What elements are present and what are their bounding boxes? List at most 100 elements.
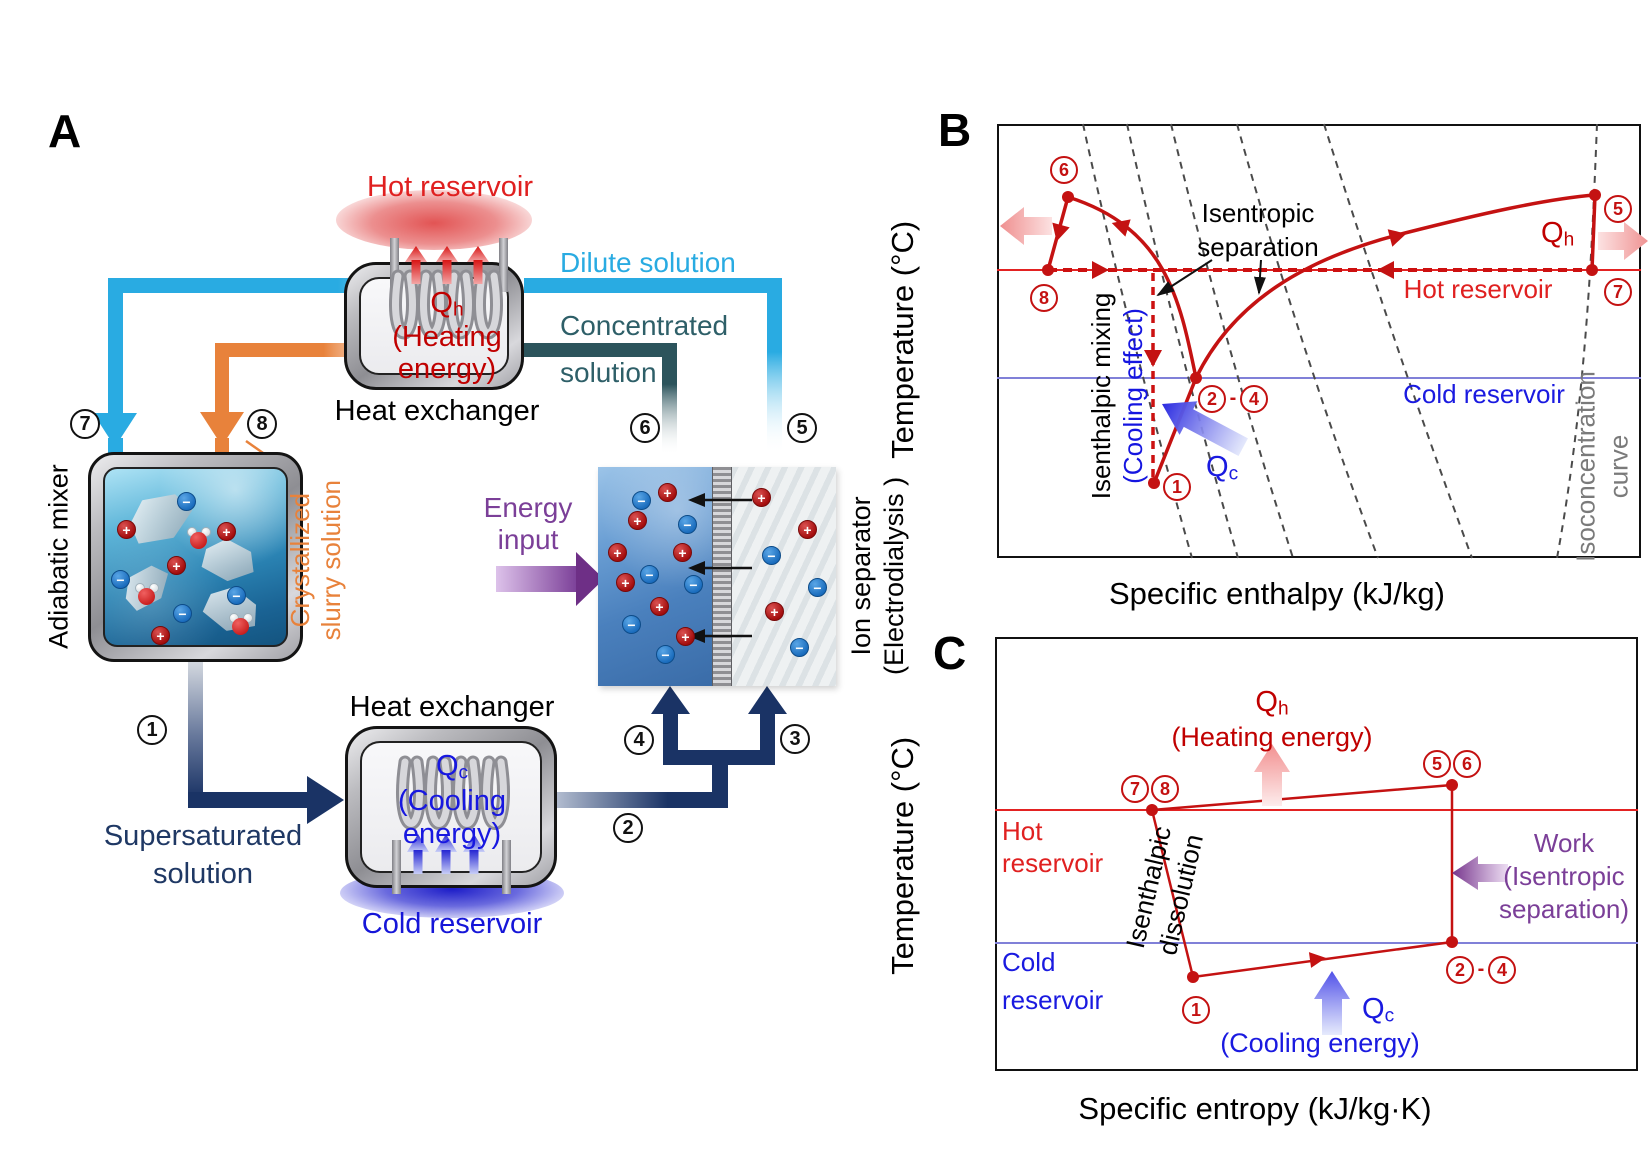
cold-reservoir-label-c-2: reservoir <box>1002 985 1104 1015</box>
anion-icon: − <box>790 638 809 657</box>
concentrated-solution-label-2: solution <box>560 357 657 388</box>
cation-icon: + <box>167 556 186 575</box>
qh-arrow-b <box>1598 222 1648 260</box>
anion-icon: − <box>684 575 703 594</box>
crystallized-slurry-label: Crystallized slurry solution <box>284 479 346 641</box>
stream-badge-1: 1 <box>137 715 167 745</box>
cation-icon: + <box>616 573 635 592</box>
ice-texture <box>732 467 836 686</box>
hot-reservoir-label-c-1: Hot <box>1002 816 1043 846</box>
anion-icon: − <box>622 615 641 634</box>
cation-icon: + <box>765 602 784 621</box>
stream-badge-3: 3 <box>780 724 810 754</box>
cation-icon: + <box>673 543 692 562</box>
state-badge-c-4: 4 <box>1488 956 1516 984</box>
state-badge-c-5: 5 <box>1423 750 1451 778</box>
state-points-b <box>1042 189 1601 489</box>
hot-reservoir-label-b: Hot reservoir <box>1403 274 1553 304</box>
qh-heat-arrows <box>405 246 489 284</box>
pipe-stream-5 <box>524 278 782 463</box>
cation-icon: + <box>676 627 695 646</box>
heat-out-arrow-left <box>1000 207 1052 245</box>
cation-icon: + <box>151 626 170 645</box>
state-badge-c-7: 7 <box>1121 775 1149 803</box>
qh-arrow-c <box>1254 744 1290 806</box>
qh-label-a: Qh (Heating energy) <box>392 287 502 386</box>
separator-dilute-side <box>732 467 836 686</box>
panel-c-letter: C <box>933 627 967 679</box>
qh-label-b: Qh <box>1541 217 1575 251</box>
panel-a-letter: A <box>48 105 82 157</box>
qc-label-c: Qc <box>1362 993 1395 1027</box>
isentropic-separation-label: Isentropic separation <box>1197 198 1319 262</box>
energy-input-arrow <box>496 552 604 606</box>
state-badge-b-8: 8 <box>1030 284 1058 312</box>
panel-c-chart <box>995 744 1638 1035</box>
heat-exchanger-bottom-label: Heat exchanger <box>349 691 555 723</box>
cation-icon: + <box>650 597 669 616</box>
anion-icon: − <box>173 604 192 623</box>
adiabatic-mixer-label: Adiabatic mixer <box>43 464 74 649</box>
hot-reservoir-label-c-2: reservoir <box>1002 848 1104 878</box>
pipe-stream-1 <box>188 658 344 824</box>
stream-badge-8: 8 <box>247 409 277 439</box>
isoconcentration-label: Isoconcentration curve <box>1570 371 1634 562</box>
qh-label-c: Qh (Heating energy) <box>1171 686 1373 752</box>
w-isoconcentration-curves <box>1082 123 1598 559</box>
anion-icon: − <box>762 546 781 565</box>
dilute-solution-label: Dilute solution <box>560 247 736 278</box>
cation-icon: + <box>628 511 647 530</box>
heat-exchanger-bottom-box <box>345 726 557 888</box>
cycle-direction-arrows-b <box>1052 219 1407 367</box>
cation-icon: + <box>798 520 817 539</box>
cation-icon: + <box>658 483 677 502</box>
qc-symbol: Qc <box>435 750 469 784</box>
cation-icon: + <box>608 543 627 562</box>
state-badge-c-6: 6 <box>1453 750 1481 778</box>
cold-reservoir-label-c-1: Cold <box>1002 947 1056 977</box>
anion-icon: − <box>177 492 196 511</box>
anion-icon: − <box>227 586 246 605</box>
supersaturated-label: Supersaturated solution <box>103 820 303 890</box>
hot-reservoir-label: Hot reservoir <box>367 171 533 203</box>
panel-b-letter: B <box>938 104 972 156</box>
state-badge-b-5: 5 <box>1604 195 1632 223</box>
panel-b-x-axis: Specific enthalpy (kJ/kg) <box>1109 576 1445 611</box>
panel-b-chart <box>997 123 1648 559</box>
state-badge-b-2: 2 <box>1198 385 1226 413</box>
cooling-effect-label: (Cooling effect) <box>1118 308 1149 484</box>
panel-b-frame <box>997 124 1641 558</box>
isentropic-annotation-arrows <box>1156 259 1266 297</box>
separator-membrane <box>712 467 732 686</box>
cycle-direction-arrow-c <box>1308 952 1326 968</box>
qh-symbol: Qh <box>430 287 464 321</box>
state-badge-b-4: 4 <box>1240 385 1268 413</box>
stream-badge-6: 6 <box>630 413 660 443</box>
qc-label-b: Qc <box>1206 451 1239 485</box>
stream-badge-7: 7 <box>70 409 100 439</box>
anion-icon: − <box>111 570 130 589</box>
badge-dash-b: - <box>1229 387 1237 409</box>
stream-badge-4: 4 <box>624 725 654 755</box>
cooling-energy-label-c: (Cooling energy) <box>1220 1028 1420 1058</box>
anion-icon: − <box>640 565 659 584</box>
qc-heat-arrows <box>407 834 485 874</box>
badge-dash-c: - <box>1477 958 1485 980</box>
energy-input-label: Energy input <box>483 492 573 556</box>
adiabatic-mixer-box <box>88 452 303 662</box>
qc-arrow-b <box>1162 401 1248 457</box>
state-badge-c-2: 2 <box>1446 956 1474 984</box>
panel-b-y-axis: Temperature (°C) <box>885 220 921 459</box>
cation-icon: + <box>117 520 136 539</box>
panel-c-x-axis: Specific entropy (kJ/kg·K) <box>1078 1091 1432 1126</box>
isenthalpic-mixing-label: Isenthalpic mixing <box>1086 292 1117 500</box>
cold-reservoir-label: Cold reservoir <box>361 908 543 940</box>
state-badge-b-7: 7 <box>1604 278 1632 306</box>
anion-icon: − <box>656 645 675 664</box>
ion-migration-arrows <box>688 493 752 643</box>
state-badge-c-8: 8 <box>1151 775 1179 803</box>
work-label-c: Work (Isentropic separation) <box>1498 828 1630 925</box>
water-molecule-icon <box>135 583 159 605</box>
stream-badge-2: 2 <box>613 813 643 843</box>
